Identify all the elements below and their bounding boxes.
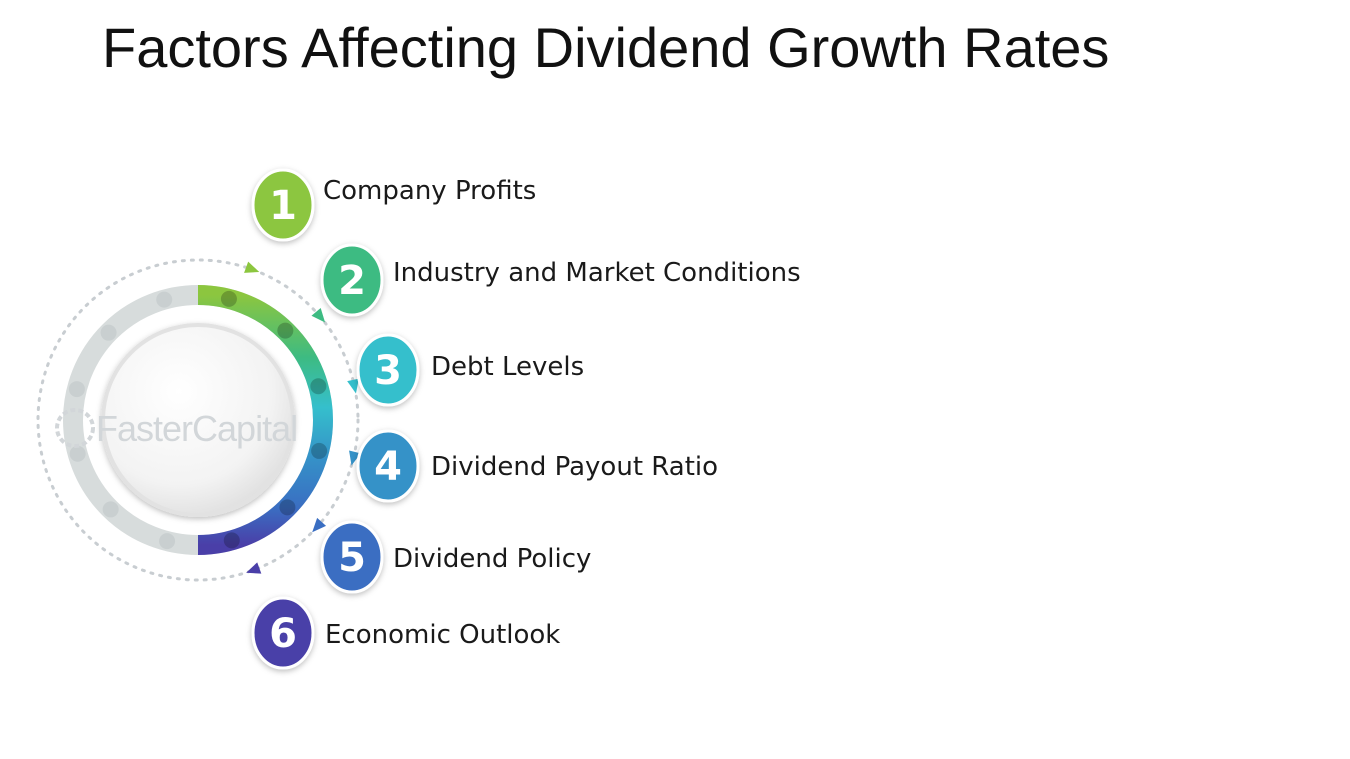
factor-number-badge xyxy=(320,243,384,317)
ring-marker xyxy=(100,324,117,341)
factor-number: 2 xyxy=(338,258,366,304)
outer-dotted-ring xyxy=(36,258,360,582)
factor-number-badge xyxy=(356,429,420,503)
ring-marker xyxy=(69,445,86,462)
factor-item: 6 Economic Outlook xyxy=(251,596,560,670)
ring-marker xyxy=(102,501,119,518)
ring-marker xyxy=(156,291,173,308)
factor-label: Industry and Market Conditions xyxy=(393,258,801,288)
ring-marker xyxy=(310,378,327,395)
factor-list: 1 Company Profits 2 Industry and Market Con… xyxy=(251,168,801,670)
factor-label: Company Profits xyxy=(323,176,536,206)
ring-graphic: FasterCapital xyxy=(36,258,361,582)
ring-markers xyxy=(68,290,328,550)
factor-item: 5 Dividend Policy xyxy=(320,520,591,594)
center-disc xyxy=(101,323,295,517)
ring-marker xyxy=(279,499,296,516)
colored-ring-arc xyxy=(197,285,333,555)
factor-number: 4 xyxy=(374,444,402,490)
ring-marker xyxy=(68,381,85,398)
ring-arrow-icon xyxy=(347,378,359,394)
ring-arrow-icon xyxy=(312,517,327,533)
factor-number-badge xyxy=(356,333,420,407)
ring-arrows xyxy=(244,261,361,574)
ring-marker xyxy=(220,290,237,307)
page-title: Factors Affecting Dividend Growth Rates xyxy=(102,16,1110,79)
factor-label: Economic Outlook xyxy=(325,620,560,650)
watermark-text: FasterCapital xyxy=(96,408,297,449)
factor-item: 3 Debt Levels xyxy=(356,333,584,407)
factor-number-badge xyxy=(320,520,384,594)
watermark-logo: FasterCapital xyxy=(55,408,298,449)
ring-marker xyxy=(159,533,176,550)
ring-arrow-icon xyxy=(244,261,260,273)
factor-number: 5 xyxy=(338,535,366,581)
factor-item: 2 Industry and Market Conditions xyxy=(320,243,801,317)
factor-number-badge xyxy=(251,168,315,242)
watermark-gear-icon xyxy=(55,408,95,448)
factor-label: Dividend Payout Ratio xyxy=(431,452,718,482)
factor-label: Dividend Policy xyxy=(393,544,591,574)
factor-item: 1 Company Profits xyxy=(251,168,536,242)
ring-marker xyxy=(223,532,240,549)
factor-number: 3 xyxy=(374,348,402,394)
factor-number-badge xyxy=(251,596,315,670)
ring-arrow-icon xyxy=(246,562,262,574)
factor-number: 6 xyxy=(269,611,297,657)
ring-arrow-icon xyxy=(349,450,361,466)
factor-number: 1 xyxy=(269,183,297,229)
ring-marker xyxy=(311,442,328,459)
factor-label: Debt Levels xyxy=(431,352,584,382)
factor-item: 4 Dividend Payout Ratio xyxy=(356,429,718,503)
ring-marker xyxy=(277,322,294,339)
ring-arrow-icon xyxy=(311,307,326,323)
